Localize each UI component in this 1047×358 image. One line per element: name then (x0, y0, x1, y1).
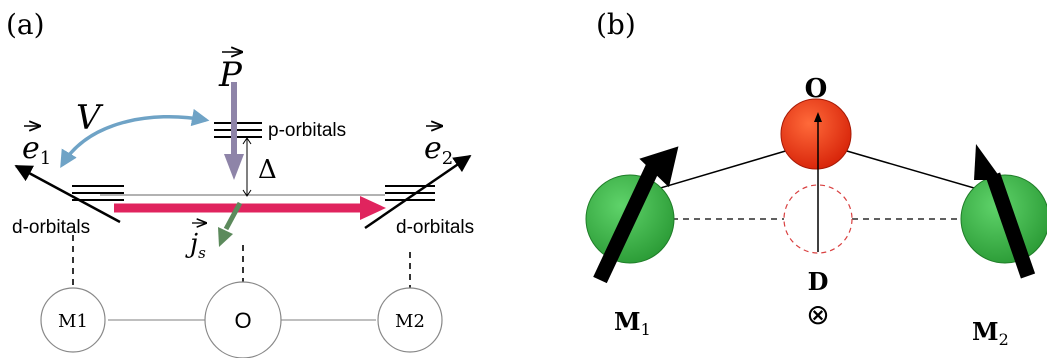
node-o-label: O (234, 308, 251, 333)
e1-vector (14, 164, 121, 224)
p-vector-label: P (218, 55, 243, 95)
v-label: V (76, 98, 104, 138)
d-vector-label: D (808, 267, 829, 296)
e2-vector (364, 154, 472, 230)
v-curved-arrow (60, 108, 210, 168)
d-orbitals-right-label: d-orbitals (396, 217, 474, 238)
node-m1 (40, 287, 106, 353)
oxygen-atom (780, 98, 852, 170)
node-o (204, 281, 282, 358)
oxygen-label: O (805, 74, 828, 104)
node-m2 (377, 287, 443, 353)
p-arrow-head (224, 154, 244, 180)
current-arrow-head (360, 196, 386, 220)
spin-arrow-m1 (593, 163, 660, 284)
d-orbitals-left-label: d-orbitals (12, 217, 90, 238)
js-label: js (185, 229, 206, 262)
m2-label: M2 (972, 317, 1009, 349)
js-arrow-head (218, 227, 233, 247)
delta-label: Δ (258, 155, 277, 185)
panel-a: (a) M1 O M2 e1 e2 (6, 8, 474, 358)
panel-b-label: (b) (596, 8, 636, 41)
spin-arrow-m1-head (639, 146, 679, 188)
js-arrow-shaft (223, 201, 243, 231)
m1-label: M1 (614, 307, 651, 339)
panel-b: (b) O M1 M2 D ⊗ (585, 8, 1047, 349)
ghost-oxygen-circle (783, 184, 853, 254)
node-m1-label: M1 (58, 311, 88, 332)
panel-a-label: (a) (6, 8, 45, 41)
spin-arrow-m2 (985, 172, 1036, 279)
e1-label: e1 (22, 131, 51, 169)
d-orbitals-left (72, 185, 124, 201)
p-orbitals (214, 122, 262, 138)
d-into-page-symbol: ⊗ (806, 299, 829, 330)
e2-label: e2 (424, 131, 453, 169)
spin-arrow-m2-head (974, 144, 1002, 180)
p-orbitals-label: p-orbitals (268, 120, 346, 141)
node-m2-label: M2 (395, 311, 425, 332)
